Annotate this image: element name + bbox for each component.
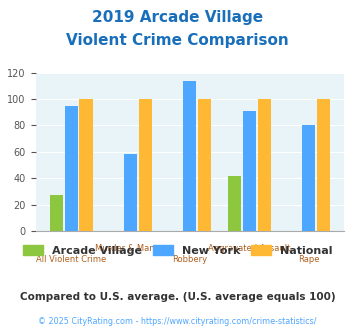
Bar — [50, 195, 63, 231]
Text: Violent Crime Comparison: Violent Crime Comparison — [66, 33, 289, 48]
Text: All Violent Crime: All Violent Crime — [36, 255, 106, 264]
Bar — [302, 125, 315, 231]
Bar — [139, 99, 152, 231]
Legend: Arcade Village, New York, National: Arcade Village, New York, National — [18, 241, 337, 260]
Bar — [124, 154, 137, 231]
Bar — [258, 99, 271, 231]
Bar — [198, 99, 211, 231]
Bar — [243, 111, 256, 231]
Text: Compared to U.S. average. (U.S. average equals 100): Compared to U.S. average. (U.S. average … — [20, 292, 335, 302]
Text: © 2025 CityRating.com - https://www.cityrating.com/crime-statistics/: © 2025 CityRating.com - https://www.city… — [38, 317, 317, 326]
Text: 2019 Arcade Village: 2019 Arcade Village — [92, 10, 263, 25]
Bar — [65, 106, 78, 231]
Text: Aggravated Assault: Aggravated Assault — [208, 244, 290, 253]
Text: Rape: Rape — [298, 255, 320, 264]
Text: Robbery: Robbery — [173, 255, 207, 264]
Bar — [228, 176, 241, 231]
Bar — [317, 99, 330, 231]
Text: Murder & Mans...: Murder & Mans... — [94, 244, 166, 253]
Bar — [184, 81, 196, 231]
Bar — [80, 99, 93, 231]
